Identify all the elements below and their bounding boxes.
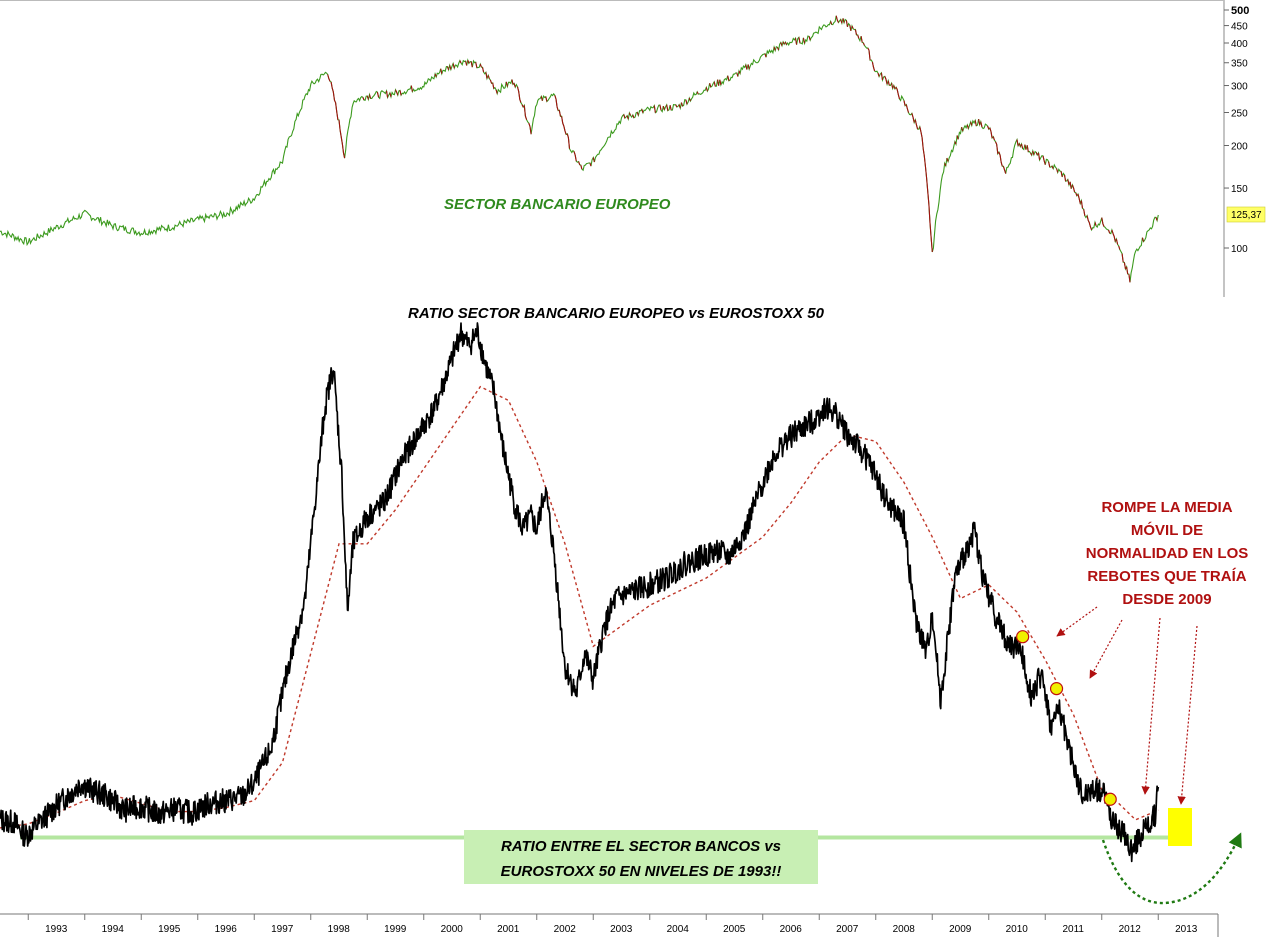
green-note-line-2: EUROSTOXX 50 EN NIVELES DE 1993!! <box>501 863 782 880</box>
bottom-panel: RATIO SECTOR BANCARIO EUROPEO vs EUROSTO… <box>0 305 1248 937</box>
highlight-marker <box>1016 630 1030 644</box>
x-tick-label: 1997 <box>271 924 294 935</box>
x-tick-label: 1998 <box>328 924 351 935</box>
bottom-title: RATIO SECTOR BANCARIO EUROPEO vs EUROSTO… <box>408 305 825 322</box>
red-note: ROMPE LA MEDIA MÓVIL DE NORMALIDAD EN LO… <box>1086 499 1249 608</box>
red-arrows <box>1056 606 1198 805</box>
red-arrow-3 <box>1141 617 1161 795</box>
moving-average-line <box>0 385 1159 829</box>
highlight-box <box>1168 808 1192 846</box>
highlight-marker <box>1103 792 1117 806</box>
top-y-axis: 100 150 200 250 300 350 400 450 500 <box>1224 5 1249 255</box>
last-value-text: 125,37 <box>1231 210 1262 221</box>
highlight-markers <box>1016 630 1117 806</box>
top-y-tick-label: 500 <box>1231 5 1249 17</box>
x-tick-label: 2006 <box>780 924 803 935</box>
top-y-tick-label: 150 <box>1231 184 1248 195</box>
x-tick-label: 2004 <box>667 924 690 935</box>
top-y-tick-label: 350 <box>1231 59 1248 70</box>
top-panel: 100 150 200 250 300 350 400 450 500 125,37 SECTO… <box>0 0 1266 297</box>
green-note-line-1: RATIO ENTRE EL SECTOR BANCOS vs <box>501 838 781 855</box>
x-tick-label: 2000 <box>441 924 464 935</box>
x-tick-label: 2012 <box>1119 924 1142 935</box>
ratio-line <box>0 322 1160 863</box>
top-series-down-segments <box>327 15 1158 283</box>
red-note-line-4: REBOTES QUE TRAÍA <box>1087 568 1246 585</box>
top-series-label: SECTOR BANCARIO EUROPEO <box>444 196 671 213</box>
red-note-line-1: ROMPE LA MEDIA <box>1101 499 1232 516</box>
x-tick-label: 1999 <box>384 924 407 935</box>
top-y-tick-label: 250 <box>1231 109 1248 120</box>
x-tick-label: 2011 <box>1062 924 1084 935</box>
x-tick-label: 2008 <box>893 924 916 935</box>
red-note-line-2: MÓVIL DE <box>1131 521 1203 539</box>
red-note-line-5: DESDE 2009 <box>1122 591 1211 608</box>
last-value-badge: 125,37 <box>1226 206 1266 223</box>
top-y-tick-label: 100 <box>1231 244 1248 255</box>
highlight-marker <box>1049 682 1064 696</box>
x-tick-label: 2001 <box>497 924 520 935</box>
x-tick-label: 1994 <box>102 924 125 935</box>
x-tick-label: 1995 <box>158 924 181 935</box>
x-tick-label: 2005 <box>723 924 746 935</box>
top-y-tick-label: 450 <box>1231 22 1248 33</box>
x-tick-label: 2002 <box>554 924 577 935</box>
x-tick-label: 1993 <box>45 924 68 935</box>
red-arrow-2 <box>1089 619 1123 679</box>
red-arrow-1 <box>1056 606 1098 637</box>
top-y-tick-label: 400 <box>1231 39 1248 50</box>
x-tick-label: 2009 <box>949 924 972 935</box>
top-y-tick-label: 300 <box>1231 82 1248 93</box>
red-note-line-3: NORMALIDAD EN LOS <box>1086 545 1249 562</box>
x-tick-label: 2013 <box>1175 924 1198 935</box>
green-rebound-arrow <box>1101 832 1242 905</box>
x-tick-label: 2007 <box>836 924 859 935</box>
green-note: RATIO ENTRE EL SECTOR BANCOS vs EUROSTOX… <box>464 830 818 884</box>
top-series-line <box>0 15 1159 283</box>
top-y-tick-label: 200 <box>1231 141 1248 152</box>
x-tick-label: 2003 <box>610 924 633 935</box>
x-tick-label: 1996 <box>215 924 238 935</box>
red-arrow-4 <box>1177 625 1198 805</box>
x-tick-label: 2010 <box>1006 924 1029 935</box>
x-axis: 1993 1994 1995 1996 1997 1998 1999 2000 2001 2002… <box>27 914 1198 935</box>
